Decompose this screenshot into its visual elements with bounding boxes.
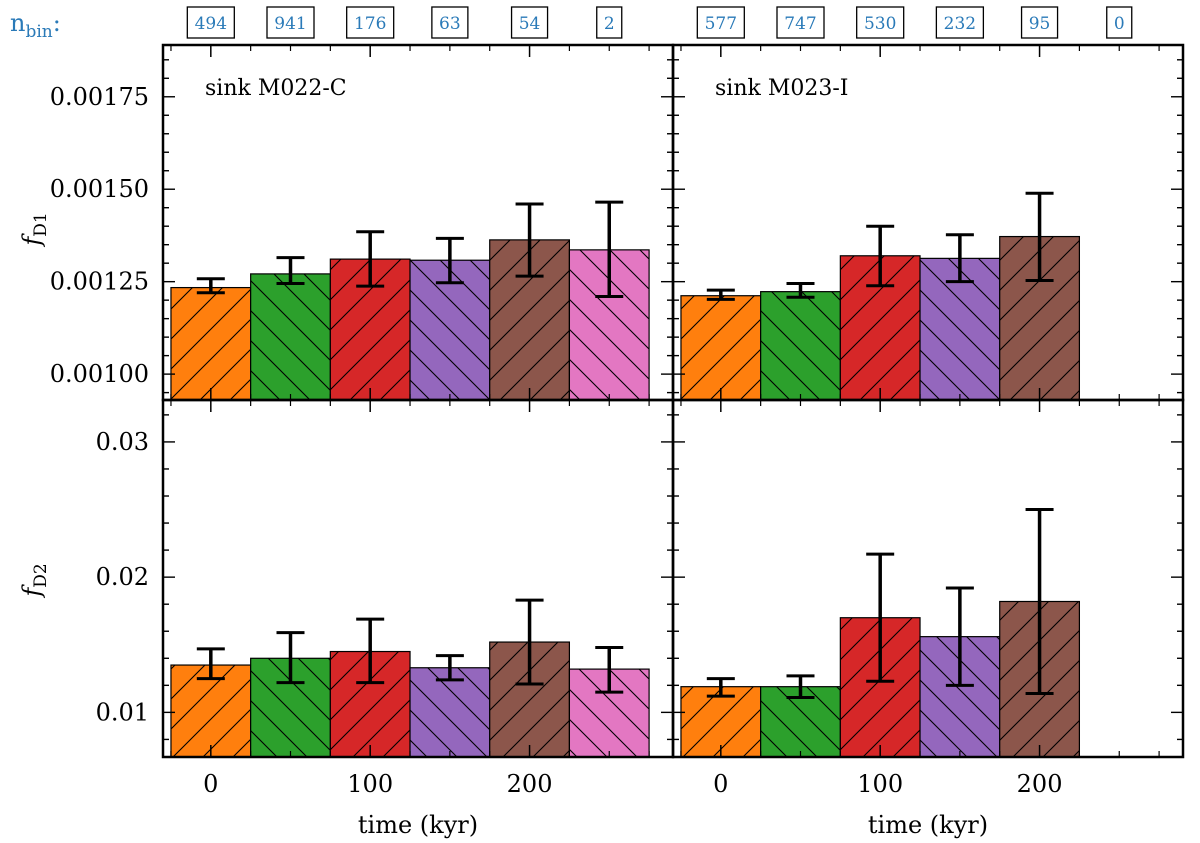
error-bar-fD2-col2-4 (1025, 508, 1054, 695)
error-bar-fD2-col1-3 (435, 654, 464, 682)
panel-frame (671, 398, 1185, 759)
error-bar-fD1-col1-1 (276, 256, 305, 286)
panel-1-1: 0.00100 0.00125 0.00150 0.00175 sink M022-C (50, 43, 675, 402)
x-tick-label: 0 (203, 770, 218, 798)
error-bar-fD2-col2-3 (945, 586, 974, 687)
nbin-box (186, 6, 235, 39)
bar-hatch-fD2-col1-0 (170, 664, 252, 758)
error-bar-fD2-col1-2 (356, 617, 385, 685)
error-bar-fD1-col2-4 (1025, 191, 1054, 283)
error-bar-fD2-col1-0 (196, 647, 225, 681)
nbin-value: 530 (864, 14, 896, 34)
nbin-value: 577 (705, 14, 737, 34)
nbin-box (346, 6, 395, 39)
x-tick-label: 100 (857, 770, 903, 798)
nbin-box (776, 6, 825, 39)
y-tick-label: 0.00100 (50, 360, 149, 388)
nbin-box (856, 6, 905, 39)
nbin-value: 2 (604, 14, 615, 34)
y-tick-label: 0.00150 (50, 175, 149, 203)
nbin-box (510, 6, 549, 39)
x-tick-label: 0 (713, 770, 728, 798)
nbin-header-label: nbin: (10, 9, 61, 42)
y-axis-title-row1: fD1 (18, 212, 51, 247)
y-tick-label: 0.00125 (50, 268, 149, 296)
y-tick-label: 0.03 (96, 428, 149, 456)
nbin-value: 494 (195, 14, 227, 34)
nbin-box (935, 6, 985, 39)
nbin-value: 747 (784, 14, 816, 34)
nbin-box (431, 6, 469, 39)
nbin-box (596, 6, 623, 39)
panel-title: sink M023-I (715, 76, 848, 101)
y-tick-label: 0.02 (96, 563, 149, 591)
panel-title: sink M022-C (205, 76, 347, 101)
nbin-box (696, 6, 745, 39)
y-axis-title-row2: fD2 (18, 563, 51, 598)
y-tick-label: 0.00175 (50, 83, 149, 111)
nbin-value: 0 (1114, 14, 1125, 34)
error-bar-fD1-col1-0 (196, 277, 225, 295)
error-bar-fD1-col2-2 (866, 224, 895, 288)
bar-hatch-fD1-col2-1 (760, 291, 841, 401)
nbin-header: nbin: (10, 9, 61, 42)
x-axis-title-left: time (kyr) (358, 811, 478, 839)
error-bar-fD2-col2-2 (866, 552, 895, 683)
x-tick-label: 200 (1017, 770, 1063, 798)
error-bar-fD1-col1-5 (595, 200, 624, 298)
nbin-value: 941 (274, 14, 306, 34)
nbin-value: 54 (519, 14, 541, 34)
nbin-value: 232 (944, 14, 976, 34)
nbin-value: 176 (354, 14, 386, 34)
x-tick-label: 100 (347, 770, 393, 798)
x-tick-label: 200 (507, 770, 553, 798)
nbin-box (266, 6, 315, 39)
error-bar-fD1-col2-1 (786, 282, 815, 299)
nbin-value: 63 (439, 14, 461, 34)
panel-2-2: 0 100 200 (671, 398, 1185, 798)
error-bar-fD1-col1-4 (515, 202, 544, 278)
nbin-value: 95 (1029, 14, 1051, 34)
error-bar-fD1-col1-2 (356, 230, 385, 288)
y-tick-label: 0.01 (96, 698, 149, 726)
nbin-boxes-col1: 494 941 176 63 54 2 (186, 6, 623, 39)
x-axis-title-right: time (kyr) (868, 811, 988, 839)
error-bar-fD2-col1-4 (515, 598, 544, 686)
bar-hatch-fD1-col1-0 (170, 286, 252, 401)
error-bar-fD2-col1-1 (276, 631, 305, 685)
error-bar-fD1-col2-0 (706, 288, 735, 301)
error-bar-fD1-col2-3 (945, 233, 974, 284)
panel-1-2: sink M023-I (671, 43, 1185, 402)
nbin-box (1106, 6, 1133, 39)
error-bar-fD2-col1-5 (595, 645, 624, 694)
bar-hatch-fD1-col2-0 (680, 295, 762, 401)
bar-hatch-fD1-col1-1 (250, 273, 331, 401)
error-bar-fD1-col1-3 (435, 236, 464, 285)
error-bar-fD2-col2-1 (786, 674, 815, 699)
panel-2-1: 0.01 0.02 0.03 0 100 200 (96, 398, 675, 798)
nbin-boxes-col2: 577 747 530 232 95 0 (696, 6, 1133, 39)
nbin-box (1020, 6, 1059, 39)
error-bar-fD2-col2-0 (706, 677, 735, 698)
